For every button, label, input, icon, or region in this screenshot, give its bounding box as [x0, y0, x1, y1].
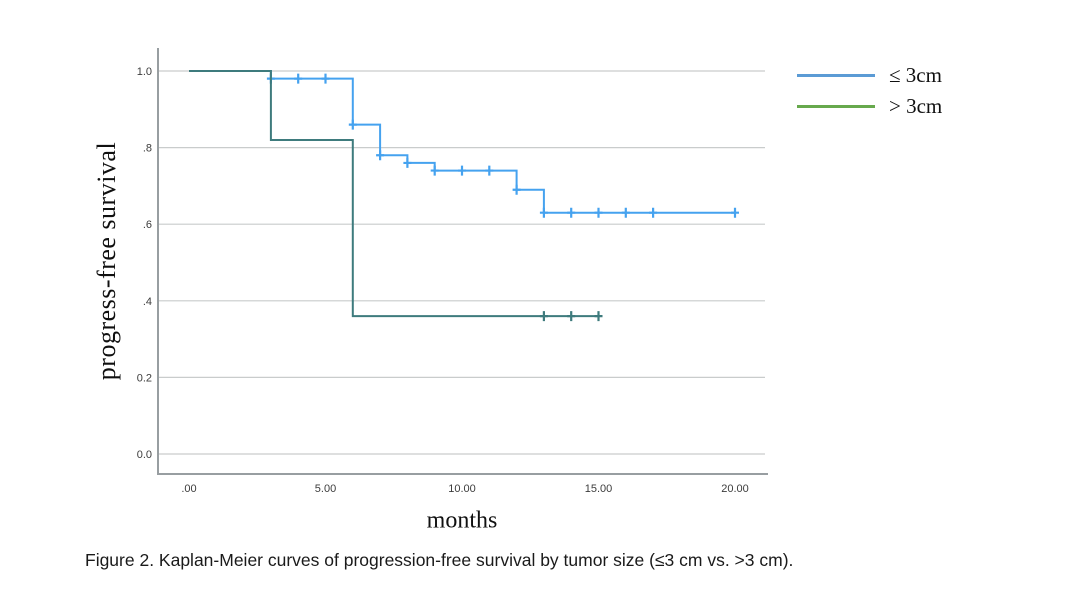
y-tick-label: .8: [143, 143, 152, 155]
legend-line-le-3cm-icon: [797, 74, 875, 77]
x-tick-label: 20.00: [721, 483, 749, 495]
censor-mark-gt-3cm: [594, 311, 603, 322]
legend: ≤ 3cm > 3cm: [797, 64, 942, 126]
y-tick-label: .6: [143, 219, 152, 231]
y-tick-label: 0.0: [137, 449, 152, 461]
y-tick-label: 0.2: [137, 372, 152, 384]
x-tick-label: .00: [181, 483, 196, 495]
x-axis-title: months: [426, 507, 498, 534]
x-tick-label: 15.00: [585, 483, 613, 495]
censor-mark-le-3cm: [430, 165, 439, 176]
censor-mark-le-3cm: [403, 157, 412, 168]
censor-mark-le-3cm: [649, 207, 658, 218]
y-tick-label: 1.0: [137, 66, 152, 78]
censor-mark-le-3cm: [348, 119, 357, 130]
y-tick-label: .4: [143, 296, 152, 308]
censor-mark-le-3cm: [485, 165, 494, 176]
censor-mark-le-3cm: [567, 207, 576, 218]
censor-mark-le-3cm: [294, 73, 303, 84]
legend-item-gt-3cm: > 3cm: [797, 95, 942, 118]
censor-mark-le-3cm: [376, 150, 385, 161]
y-axis-title: progress-free survival: [92, 141, 121, 381]
x-tick-label: 10.00: [448, 483, 476, 495]
censor-mark-le-3cm: [731, 207, 739, 218]
legend-label-gt-3cm: > 3cm: [889, 94, 943, 118]
censor-mark-gt-3cm: [567, 311, 576, 322]
legend-line-gt-3cm-icon: [797, 105, 875, 108]
figure-caption: Figure 2. Kaplan-Meier curves of progres…: [85, 550, 794, 570]
censor-mark-le-3cm: [458, 165, 466, 176]
censor-mark-le-3cm: [321, 73, 330, 84]
legend-item-le-3cm: ≤ 3cm: [797, 64, 942, 87]
censor-mark-le-3cm: [512, 184, 521, 195]
censor-mark-le-3cm: [594, 207, 603, 218]
censor-mark-gt-3cm: [539, 311, 548, 322]
survival-curve-gt-3cm: [189, 70, 599, 318]
x-tick-label: 5.00: [315, 483, 336, 495]
legend-label-le-3cm: ≤ 3cm: [889, 63, 942, 87]
censor-mark-le-3cm: [539, 207, 548, 218]
censor-mark-le-3cm: [621, 207, 630, 218]
